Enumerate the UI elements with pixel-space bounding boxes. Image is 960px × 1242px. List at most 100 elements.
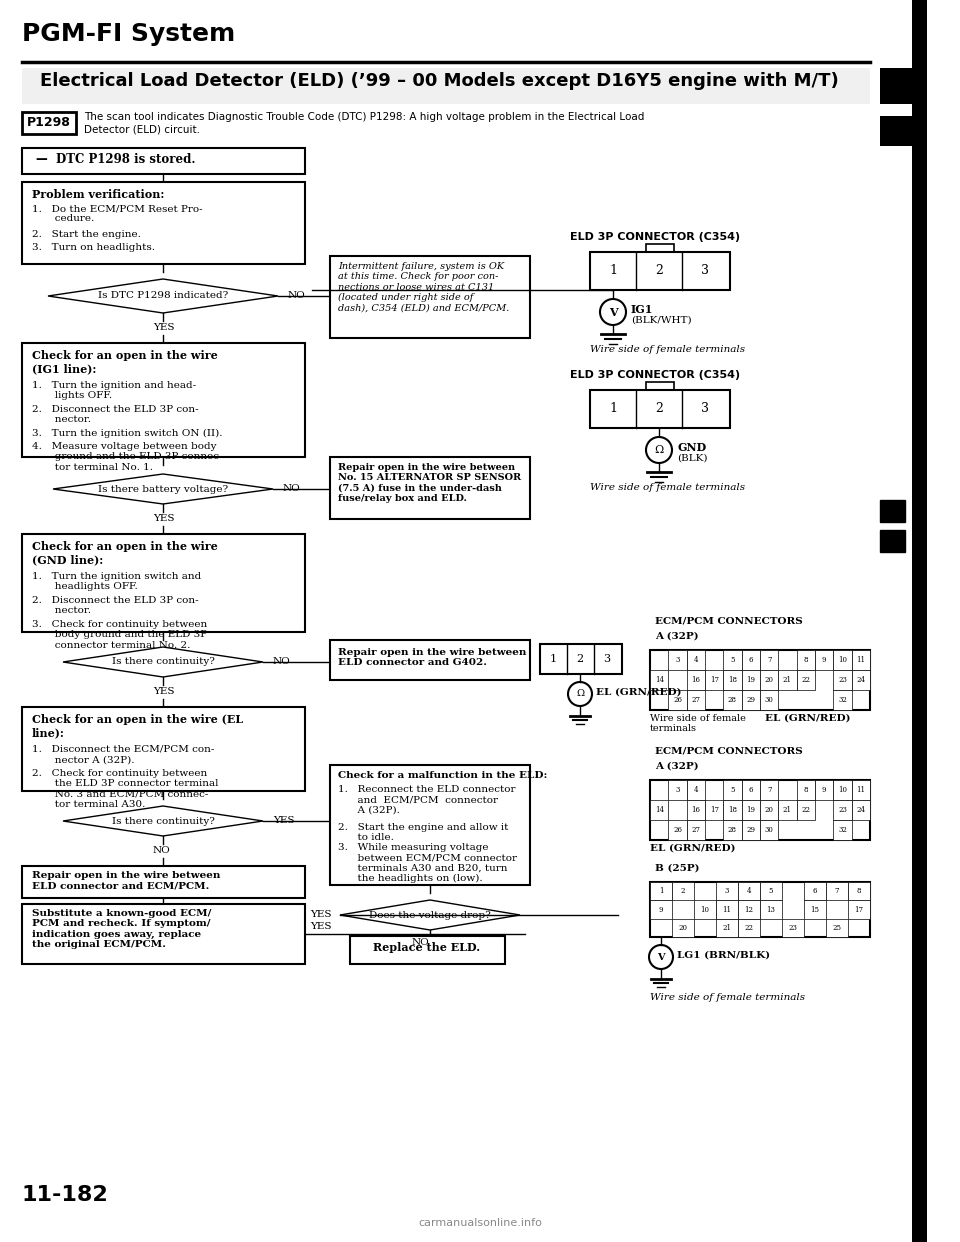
- Text: 26: 26: [673, 696, 682, 704]
- Text: 17: 17: [854, 905, 863, 914]
- Text: Wire side of female
terminals: Wire side of female terminals: [650, 714, 746, 733]
- Text: 22: 22: [745, 924, 754, 932]
- Bar: [833, 691, 852, 710]
- Bar: [723, 800, 742, 820]
- Bar: [686, 820, 705, 840]
- Text: 3: 3: [725, 887, 730, 895]
- Text: B (25P): B (25P): [655, 864, 700, 873]
- Bar: [668, 691, 686, 710]
- Bar: [760, 900, 782, 919]
- Bar: [815, 650, 833, 669]
- Text: 1.   Reconnect the ELD connector
      and  ECM/PCM  connector
      A (32P).: 1. Reconnect the ELD connector and ECM/P…: [338, 785, 516, 815]
- Bar: [650, 650, 870, 710]
- Bar: [22, 148, 305, 174]
- Text: 22: 22: [802, 676, 810, 684]
- Text: 1: 1: [609, 265, 617, 277]
- Text: Repair open in the wire between
ELD connector and G402.: Repair open in the wire between ELD conn…: [338, 648, 526, 667]
- Text: 2.   Disconnect the ELD 3P con-
       nector.: 2. Disconnect the ELD 3P con- nector.: [32, 596, 199, 615]
- Bar: [22, 707, 305, 791]
- Text: Problem verification:: Problem verification:: [32, 189, 164, 200]
- Bar: [852, 650, 870, 669]
- Text: 18: 18: [728, 806, 737, 814]
- Bar: [22, 112, 76, 134]
- Text: 2: 2: [655, 265, 663, 277]
- Text: LG1 (BRN/BLK): LG1 (BRN/BLK): [677, 951, 770, 960]
- Bar: [686, 669, 705, 691]
- Text: Check for an open in the wire
(GND line):: Check for an open in the wire (GND line)…: [32, 542, 218, 565]
- Bar: [330, 765, 530, 886]
- Bar: [650, 900, 672, 919]
- Text: 2.   Disconnect the ELD 3P con-
       nector.: 2. Disconnect the ELD 3P con- nector.: [32, 405, 199, 425]
- Text: EL (GRN/RED): EL (GRN/RED): [765, 714, 851, 723]
- Text: (BLK/WHT): (BLK/WHT): [631, 315, 691, 325]
- Text: 14: 14: [655, 676, 663, 684]
- Text: 5: 5: [731, 656, 734, 664]
- Text: 8: 8: [856, 887, 861, 895]
- Bar: [852, 780, 870, 800]
- Bar: [22, 904, 305, 964]
- Bar: [672, 919, 694, 936]
- Text: A (32P): A (32P): [655, 763, 699, 771]
- Bar: [742, 800, 760, 820]
- Text: EL (GRN/RED): EL (GRN/RED): [596, 688, 682, 697]
- Bar: [723, 650, 742, 669]
- Text: 11: 11: [856, 656, 865, 664]
- Bar: [330, 457, 530, 519]
- Bar: [760, 691, 779, 710]
- Text: 4: 4: [747, 887, 752, 895]
- Text: carmanualsonline.info: carmanualsonline.info: [418, 1218, 542, 1228]
- Text: 25: 25: [832, 924, 842, 932]
- Text: 20: 20: [765, 806, 774, 814]
- Bar: [22, 183, 305, 265]
- Bar: [760, 780, 779, 800]
- Bar: [833, 650, 852, 669]
- Polygon shape: [63, 806, 263, 836]
- Text: NO: NO: [273, 657, 291, 666]
- Text: 1.   Turn the ignition and head-
       lights OFF.: 1. Turn the ignition and head- lights OF…: [32, 381, 196, 400]
- Text: 2.   Check for continuity between
       the ELD 3P connector terminal
       No: 2. Check for continuity between the ELD …: [32, 769, 219, 810]
- Polygon shape: [48, 279, 278, 313]
- Text: Ω: Ω: [655, 445, 663, 455]
- Bar: [760, 820, 779, 840]
- Text: 8: 8: [804, 786, 808, 794]
- Text: 7: 7: [767, 656, 772, 664]
- Text: 5: 5: [769, 887, 773, 895]
- Text: 27: 27: [691, 826, 701, 833]
- Bar: [797, 780, 815, 800]
- Text: NO: NO: [283, 484, 300, 493]
- Bar: [760, 669, 779, 691]
- Bar: [723, 691, 742, 710]
- Text: 17: 17: [709, 806, 719, 814]
- Text: YES: YES: [153, 514, 175, 523]
- Bar: [686, 650, 705, 669]
- Text: 16: 16: [691, 676, 701, 684]
- Text: 16: 16: [691, 806, 701, 814]
- Text: A (32P): A (32P): [655, 632, 699, 641]
- Bar: [848, 882, 870, 900]
- Text: NO: NO: [153, 846, 171, 854]
- Bar: [779, 669, 797, 691]
- Text: YES: YES: [310, 922, 331, 932]
- Bar: [650, 800, 668, 820]
- Text: 13: 13: [767, 905, 776, 914]
- Text: 24: 24: [856, 676, 865, 684]
- Text: PGM-FI System: PGM-FI System: [22, 22, 235, 46]
- Bar: [833, 780, 852, 800]
- Text: 2: 2: [655, 402, 663, 416]
- Bar: [350, 936, 505, 964]
- Bar: [797, 800, 815, 820]
- Bar: [742, 691, 760, 710]
- Bar: [668, 650, 686, 669]
- Polygon shape: [53, 474, 273, 504]
- Text: 29: 29: [746, 696, 756, 704]
- Bar: [668, 780, 686, 800]
- Text: 18: 18: [728, 676, 737, 684]
- Text: 6: 6: [749, 656, 753, 664]
- Bar: [852, 669, 870, 691]
- Text: 1.   Turn the ignition switch and
       headlights OFF.: 1. Turn the ignition switch and headligh…: [32, 573, 202, 591]
- Bar: [848, 900, 870, 919]
- Text: 4: 4: [693, 786, 698, 794]
- Bar: [833, 669, 852, 691]
- Text: P1298: P1298: [27, 117, 71, 129]
- Text: 6: 6: [749, 786, 753, 794]
